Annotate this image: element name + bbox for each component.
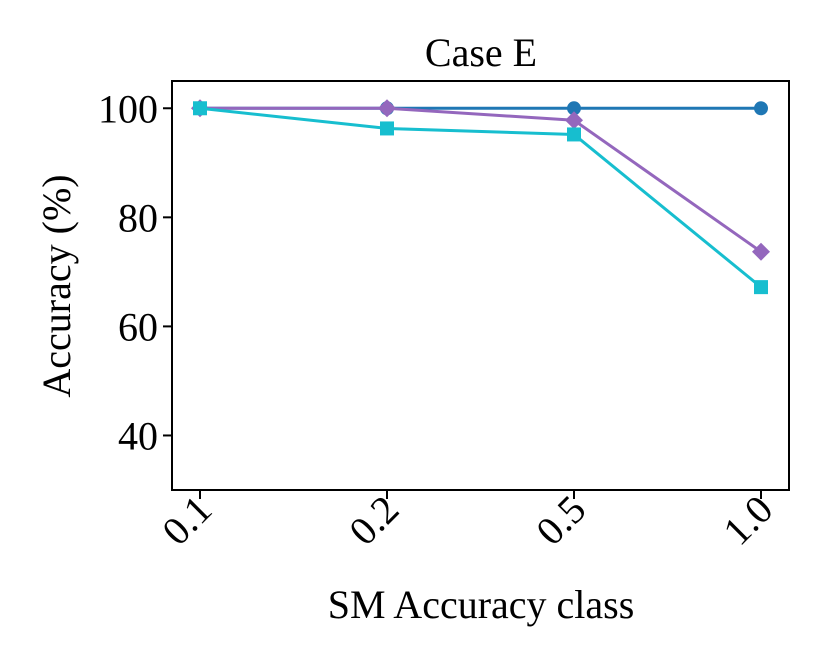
- x-tick-label-1.0: 1.0: [714, 487, 781, 554]
- series-1-point-1.0: [754, 101, 768, 116]
- plot-area-frame: [171, 80, 790, 491]
- y-tick-label-80: 80: [118, 195, 158, 240]
- series-3-line: [199, 106, 762, 289]
- series-2: [191, 99, 770, 261]
- series-3-point-0.2: [380, 121, 394, 136]
- x-tick-label-0.1: 0.1: [153, 487, 220, 554]
- series-layer: [191, 99, 770, 295]
- series-3: [193, 101, 768, 295]
- series-3-point-0.1: [193, 101, 207, 116]
- series-2-point-1.0: [752, 242, 770, 261]
- x-axis-title: SM Accuracy class: [328, 582, 635, 627]
- y-axis-title: Accuracy (%): [34, 174, 79, 397]
- y-axis: 40 60 80 100: [98, 86, 172, 458]
- series-3-point-1.0: [754, 280, 768, 295]
- series-3-point-0.5: [567, 127, 581, 142]
- chart-title: Case E: [425, 30, 537, 75]
- y-tick-label-40: 40: [118, 413, 158, 458]
- y-tick-label-100: 100: [98, 86, 158, 131]
- series-2-point-0.5: [565, 111, 583, 130]
- x-tick-label-0.2: 0.2: [340, 487, 407, 554]
- series-2-line: [200, 106, 762, 253]
- x-axis: 0.1 0.2 0.5 1.0: [153, 487, 781, 554]
- x-tick-label-0.5: 0.5: [527, 487, 594, 554]
- y-tick-label-60: 60: [118, 304, 158, 349]
- series-2-point-0.2: [378, 99, 396, 118]
- series-1-point-0.5: [567, 101, 581, 116]
